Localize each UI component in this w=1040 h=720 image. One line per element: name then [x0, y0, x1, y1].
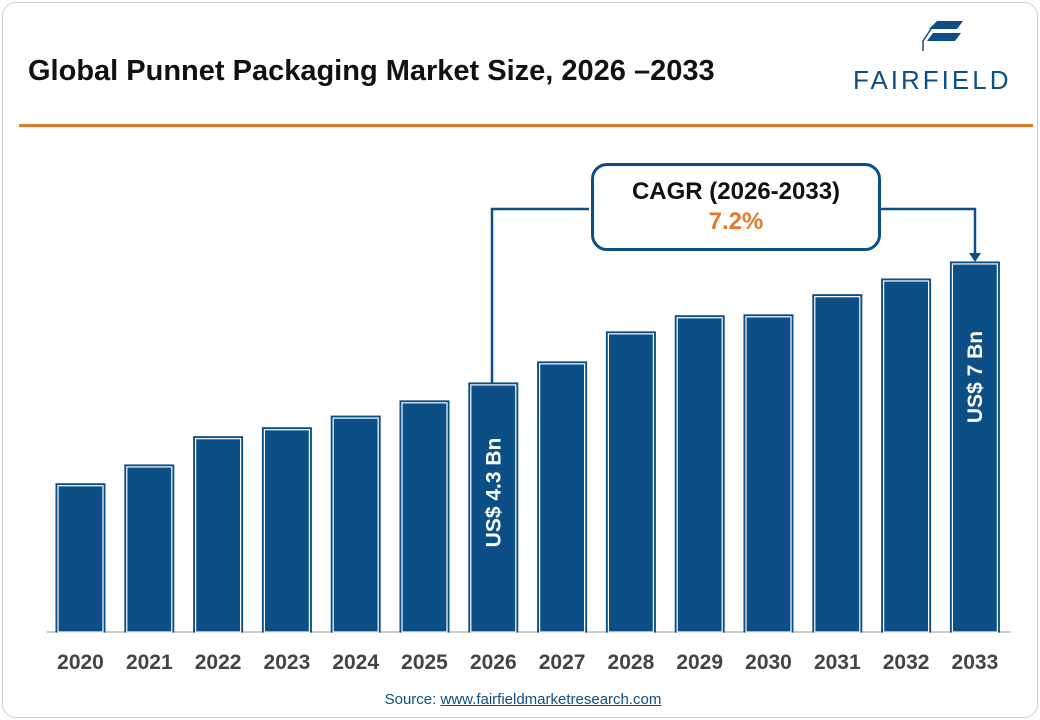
bar-inner-outline: [745, 316, 792, 633]
x-tick-label: 2025: [401, 651, 448, 674]
header-divider: [19, 124, 1033, 127]
x-tick-label: 2028: [608, 651, 655, 674]
data-label-2026: US$ 4.3 Bn: [482, 438, 505, 548]
x-tick-label: 2029: [676, 651, 723, 674]
source-prefix: Source:: [384, 691, 441, 708]
bar-2029: [674, 315, 725, 633]
source-link[interactable]: www.fairfieldmarketresearch.com: [440, 691, 662, 708]
x-tick-label: 2024: [332, 651, 379, 674]
bar-inner-outline: [332, 417, 379, 633]
logo-text: FAIRFIELD: [853, 65, 1012, 95]
fairfield-logo-icon: [922, 21, 963, 51]
bar-2032: [881, 278, 932, 633]
bar-inner-outline: [126, 466, 173, 633]
bar-inner-outline: [814, 296, 861, 633]
bar-2033: [949, 261, 1000, 633]
bar-inner-outline: [538, 363, 586, 633]
bar-chart: 2020 2021 2022 2023 2024 2025 2026 US$ 4.3 Bn 20…: [47, 207, 1011, 674]
cagr-label: CAGR (2026-2033): [631, 178, 841, 205]
cagr-callout: CAGR (2026-2033) 7.2%: [591, 163, 881, 251]
bar-2022: [193, 436, 244, 633]
bar-inner-outline: [470, 384, 517, 633]
cagr-connector-left: [490, 207, 589, 384]
x-tick-label: 2030: [745, 651, 792, 674]
bar-2023: [261, 427, 312, 633]
x-tick-label: 2021: [126, 651, 173, 674]
x-tick-label: 2026: [470, 651, 517, 674]
bar-inner-outline: [401, 402, 448, 633]
x-tick-label: 2033: [952, 651, 999, 674]
bar-2020: [55, 483, 106, 633]
x-tick-label: 2027: [539, 651, 586, 674]
bar-inner-outline: [951, 263, 999, 633]
bar-inner-outline: [195, 438, 242, 633]
bar-inner-outline: [57, 485, 104, 633]
bar-inner-outline: [882, 280, 930, 633]
bar-inner-outline: [263, 429, 310, 633]
bar-inner-outline: [607, 333, 655, 633]
x-tick-label: 2023: [264, 651, 311, 674]
x-tick-label: 2031: [814, 651, 861, 674]
x-tick-label: 2022: [195, 651, 242, 674]
bar-2030: [743, 314, 794, 633]
source-note: Source: www.fairfieldmarketresearch.com: [3, 691, 1037, 708]
bar-2021: [124, 464, 175, 633]
data-label-2033: US$ 7 Bn: [964, 331, 987, 423]
bar-2031: [812, 294, 863, 633]
chart-title: Global Punnet Packaging Market Size, 202…: [28, 55, 715, 87]
bar-2024: [330, 415, 381, 633]
cagr-value: 7.2%: [708, 208, 764, 235]
bar-2025: [399, 400, 450, 633]
x-tick-label: 2020: [57, 651, 104, 674]
bar-2027: [537, 361, 588, 633]
x-tick-label: 2032: [883, 651, 930, 674]
arrow-icon: [969, 253, 981, 262]
bar-inner-outline: [676, 317, 723, 633]
cagr-connector-right: [879, 207, 977, 255]
bar-2026: [468, 382, 519, 633]
bar-2028: [605, 331, 656, 633]
